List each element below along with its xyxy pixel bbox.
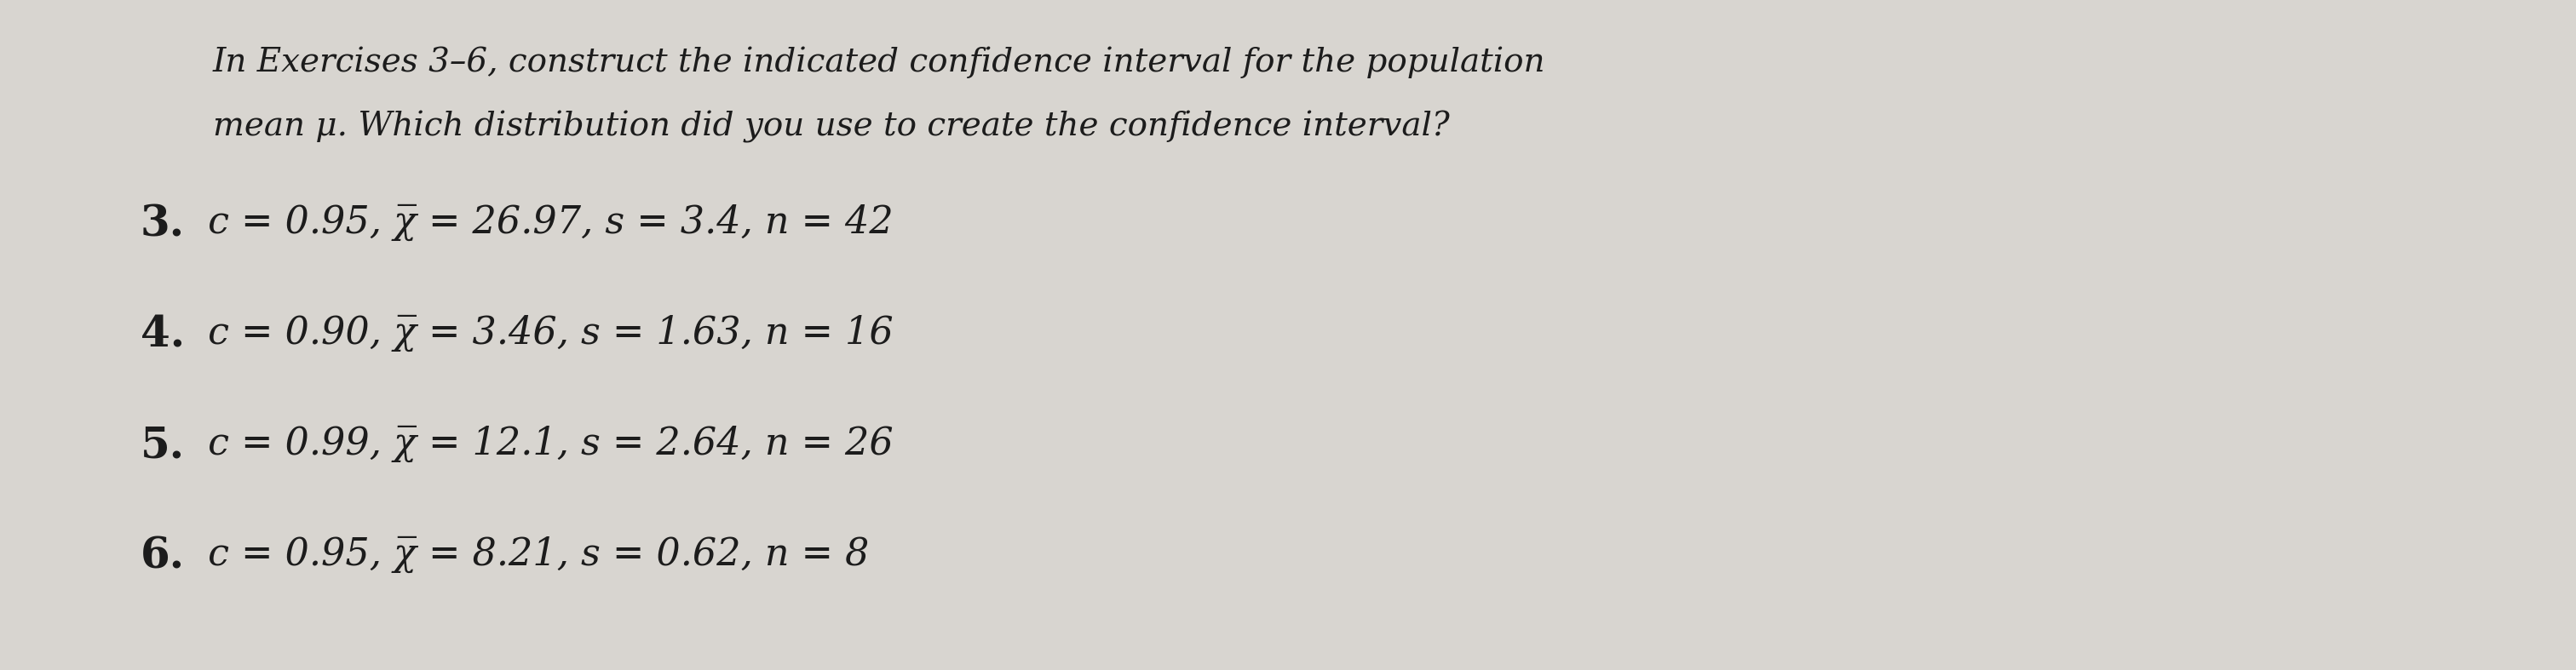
- Text: In Exercises 3–6, construct the indicated confidence interval for the population: In Exercises 3–6, construct the indicate…: [214, 47, 1546, 79]
- Text: 4.: 4.: [142, 315, 185, 356]
- Text: c = 0.99, χ̅ = 12.1, s = 2.64, n = 26: c = 0.99, χ̅ = 12.1, s = 2.64, n = 26: [196, 425, 894, 462]
- Text: 3.: 3.: [142, 204, 185, 246]
- Text: c = 0.95, χ̅ = 26.97, s = 3.4, n = 42: c = 0.95, χ̅ = 26.97, s = 3.4, n = 42: [196, 204, 894, 241]
- Text: c = 0.95, χ̅ = 8.21, s = 0.62, n = 8: c = 0.95, χ̅ = 8.21, s = 0.62, n = 8: [196, 537, 868, 574]
- Text: 5.: 5.: [142, 425, 185, 468]
- Text: mean μ. Which distribution did you use to create the confidence interval?: mean μ. Which distribution did you use t…: [214, 111, 1450, 143]
- Text: c = 0.90, χ̅ = 3.46, s = 1.63, n = 16: c = 0.90, χ̅ = 3.46, s = 1.63, n = 16: [196, 315, 894, 352]
- Text: 6.: 6.: [142, 537, 185, 578]
